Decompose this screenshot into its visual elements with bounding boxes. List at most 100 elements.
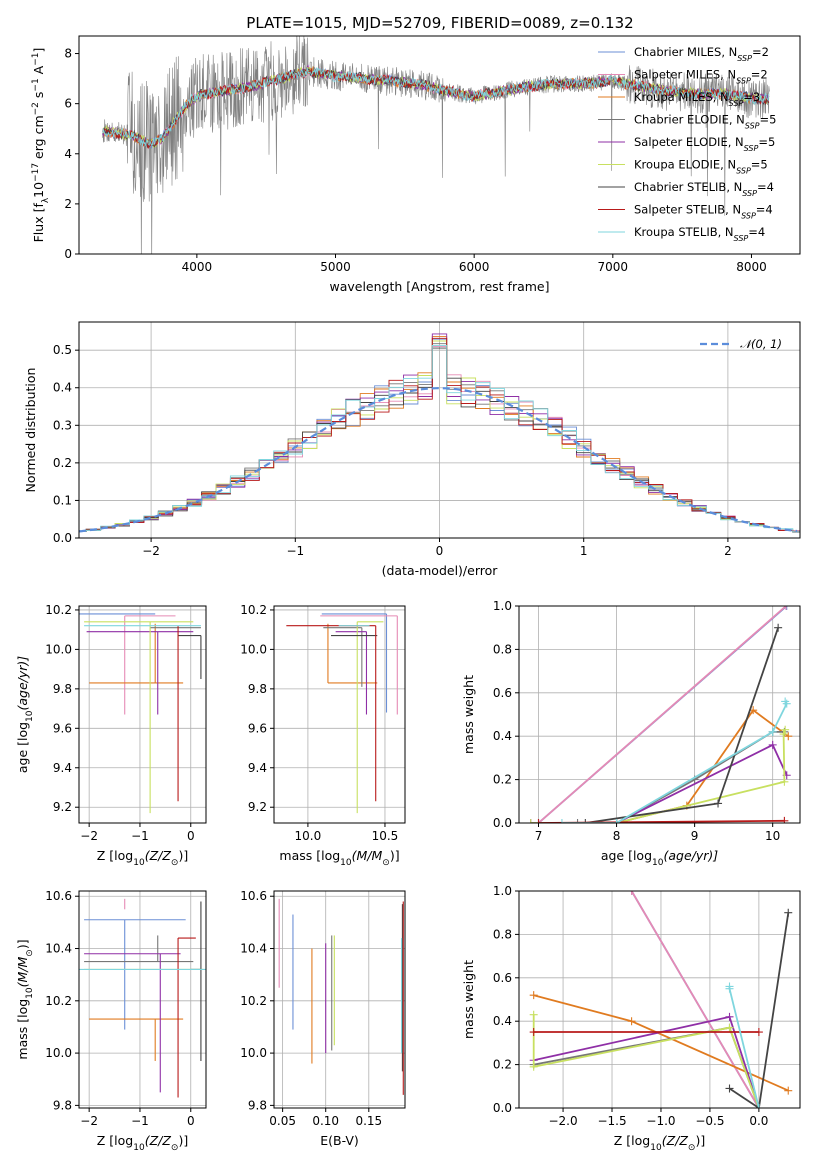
error-bar-point [178,635,202,679]
axes-frame: −2.0 −1.5 −1.0 −0.5 0.0 0.0 0.2 0.4 0.6 0.8 1.0 Z [… [461,884,801,1153]
x-axis-label: Z [log10(Z/Z⊙)] [97,1133,188,1153]
weight-marker [581,819,590,823]
x-axis-label: Z [log10(Z/Z⊙)] [97,848,188,868]
weight-marker [768,740,777,749]
y-tick-label: 9.8 [248,682,267,696]
x-tick-label: −1 [131,829,149,843]
error-bar-point [327,623,378,684]
error-bar-point [335,631,368,715]
axes-border [273,605,406,824]
error-bar-point [89,623,184,684]
x-axis-label: Z [log10(Z/Z⊙)] [614,1133,705,1153]
weight-marker [780,777,789,786]
error-bar-point [356,621,384,814]
x-axis-label: wavelength [Angstrom, rest frame] [329,279,549,294]
x-tick-label: 2 [724,544,732,558]
x-axis-label: mass [log10(M/M⊙)] [279,848,399,868]
weight-marker [754,1104,763,1108]
weight-marker [529,1028,538,1037]
weight-line [728,986,760,1108]
y-tick-label: 0.6 [493,971,512,985]
legend-entry: Kroupa ELODIE, NSSP=5 [634,158,768,176]
residual-histogram [79,344,800,533]
y-tick-label: 0.0 [53,531,72,545]
legend-entry: Chabrier ELODIE, NSSP=5 [634,113,776,131]
y-tick-label: 0.5 [53,343,72,357]
weight-line [561,700,788,823]
y-tick-label: 0.0 [493,1101,512,1115]
weight-line [585,627,779,823]
axes-frame: 10.0 10.5 9.2 9.4 9.6 9.8 10.0 10.2 mass [log10(… [240,603,406,868]
y-tick-label: 0.4 [493,729,512,743]
x-tick-label: 0 [187,1114,195,1128]
weight-marker [774,623,783,632]
plot-area [79,898,206,1098]
x-tick-label: 10 [765,829,780,843]
error-bar-point [84,953,181,1093]
x-tick-label: 8000 [736,260,767,274]
x-tick-label: 1 [580,544,588,558]
weight-vs-age-panel: 7 8 9 10 0.0 0.2 0.4 0.6 0.8 1.0 age [log10(age/yr… [461,599,801,868]
x-tick-label: 7000 [598,260,629,274]
error-bar-point [89,1018,184,1061]
y-tick-label: 0.4 [53,381,72,395]
plot-area [529,891,793,1108]
y-tick-label: 9.4 [53,761,72,775]
axes-border [78,890,207,1109]
y-tick-label: 10.2 [45,994,72,1008]
y-axis-label: mass [log10(M/M⊙)] [15,939,35,1059]
error-bar-point [84,621,194,814]
error-bar-point [321,613,388,713]
y-tick-label: 10.0 [240,1046,267,1060]
x-tick-label: 10.0 [295,829,322,843]
x-tick-label: 0 [187,829,195,843]
y-tick-label: 9.4 [248,761,267,775]
y-tick-label: 0.6 [493,686,512,700]
weight-marker [714,799,723,808]
y-tick-label: 10.4 [45,942,72,956]
y-tick-label: 10.2 [45,603,72,617]
weight-line [729,912,790,1108]
weight-marker [784,732,793,741]
weight-marker [779,730,788,739]
weight-marker [780,816,789,823]
axes-frame: 4000 5000 6000 7000 8000 0 2 4 6 8 wavelength [Ang… [31,35,801,294]
x-tick-label: −1 [286,544,304,558]
y-tick-label: 0.2 [493,1058,512,1072]
y-tick-label: 0.4 [493,1014,512,1028]
legend-entry: Kroupa STELIB, NSSP=4 [634,225,765,243]
weight-marker [573,819,582,823]
plot-area [102,36,770,254]
y-tick-label: 9.2 [53,800,72,814]
x-tick-label: 10.5 [372,829,399,843]
x-tick-label: 6000 [459,260,490,274]
error-bar-point [190,901,202,1061]
weight-series [534,606,790,823]
weight-line [532,1014,760,1108]
x-tick-label: 8 [613,829,621,843]
y-axis-label: mass weight [461,960,476,1039]
y-tick-label: 10.0 [45,1046,72,1060]
y-tick-label: 10.6 [45,889,72,903]
weight-marker [627,891,636,895]
x-tick-label: −2 [80,829,98,843]
error-bar-point [86,631,194,715]
mass-vs-metallicity-panel: −2 −1 0 9.8 10.0 10.2 10.4 10.6 Z [log10(Z/Z⊙)] m… [15,889,207,1153]
weight-marker [612,819,621,823]
spectrum-panel: 4000 5000 6000 7000 8000 0 2 4 6 8 wavelength [Ang… [31,35,801,294]
y-tick-label: 0.2 [493,773,512,787]
weight-series [529,1010,763,1108]
weight-marker [627,1017,636,1026]
weight-series [557,697,791,823]
y-tick-label: 9.6 [248,721,267,735]
y-tick-label: 10.0 [240,642,267,656]
y-tick-label: 10.0 [45,642,72,656]
x-tick-label: 4000 [182,260,213,274]
error-bar-point [124,615,176,715]
weight-marker [529,1062,538,1071]
error-bar-point [323,627,363,687]
x-tick-label: 5000 [320,260,351,274]
error-bar-point [320,615,398,715]
weight-marker [725,1084,734,1093]
y-tick-label: 10.2 [240,603,267,617]
